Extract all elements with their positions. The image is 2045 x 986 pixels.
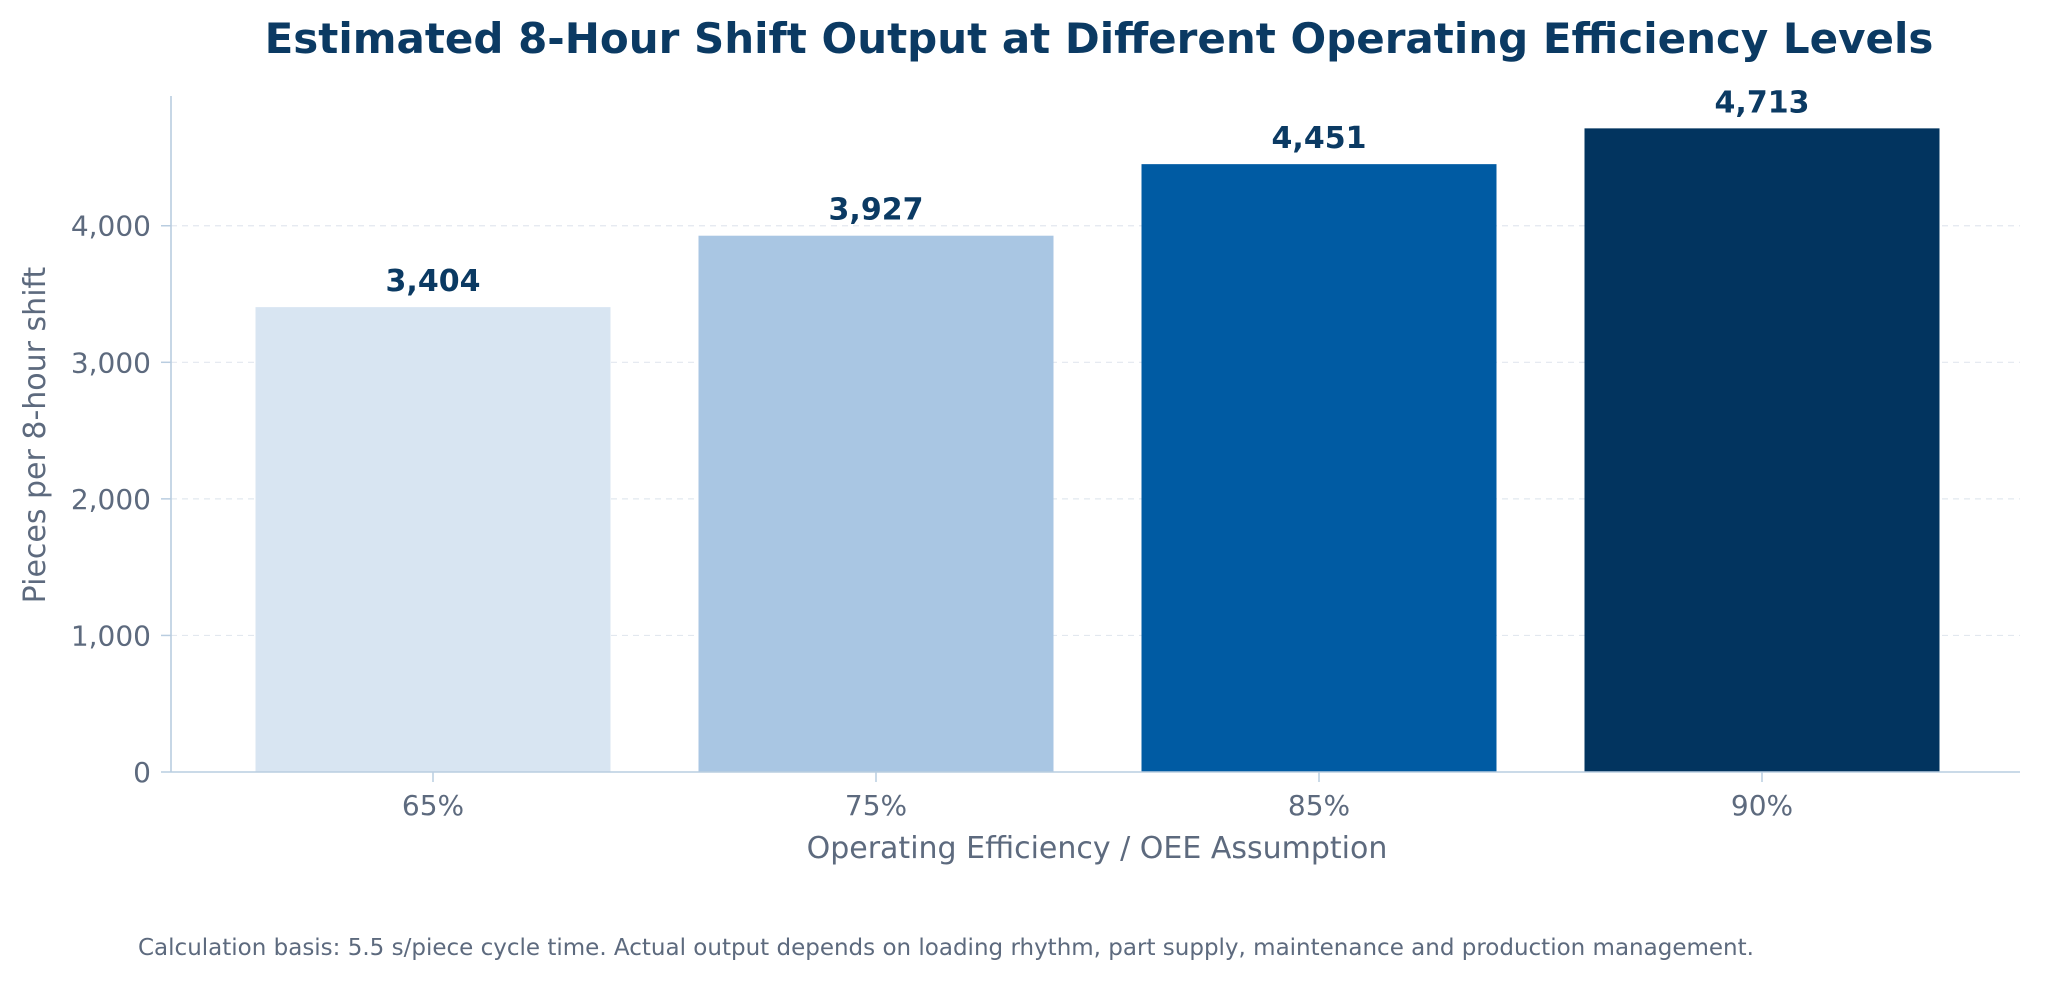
x-axis-label: Operating Efficiency / OEE Assumption xyxy=(807,831,1388,866)
y-axis-label: Pieces per 8-hour shift xyxy=(18,266,53,603)
y-tick-label: 2,000 xyxy=(71,483,151,516)
x-tick-label: 85% xyxy=(1288,789,1350,822)
bar-value-label: 4,713 xyxy=(1715,85,1810,120)
data-labels: 3,404 3,927 4,451 4,713 xyxy=(386,85,1810,299)
bar-value-label: 4,451 xyxy=(1272,121,1367,156)
bar-85pct xyxy=(1141,164,1497,773)
y-tick-label: 3,000 xyxy=(71,346,151,379)
bar-90pct xyxy=(1584,128,1940,772)
bar-value-label: 3,404 xyxy=(386,264,481,299)
y-tick-label: 1,000 xyxy=(71,619,151,652)
bar-65pct xyxy=(255,307,611,772)
bars xyxy=(255,128,1940,773)
x-tick-label: 90% xyxy=(1731,789,1793,822)
bar-value-label: 3,927 xyxy=(829,193,924,228)
y-tick-label: 4,000 xyxy=(71,210,151,243)
x-tick-label: 75% xyxy=(845,789,907,822)
tick-labels: 0 1,000 2,000 3,000 4,000 65% 75% 85% 90% xyxy=(71,210,1793,822)
y-tick-label: 0 xyxy=(133,756,151,789)
chart-title: Estimated 8-Hour Shift Output at Differe… xyxy=(265,14,1934,63)
bar-75pct xyxy=(698,235,1054,772)
footnote: Calculation basis: 5.5 s/piece cycle tim… xyxy=(138,935,1754,961)
x-tick-label: 65% xyxy=(402,789,464,822)
axes xyxy=(161,96,2020,782)
